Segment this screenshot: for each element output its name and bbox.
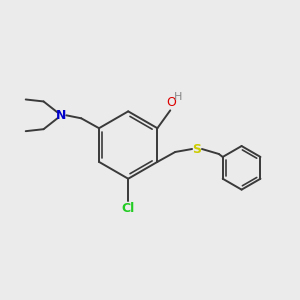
Text: H: H xyxy=(174,92,182,103)
Text: N: N xyxy=(56,109,67,122)
Text: O: O xyxy=(166,96,176,109)
Text: Cl: Cl xyxy=(122,202,135,215)
Text: S: S xyxy=(193,142,202,155)
